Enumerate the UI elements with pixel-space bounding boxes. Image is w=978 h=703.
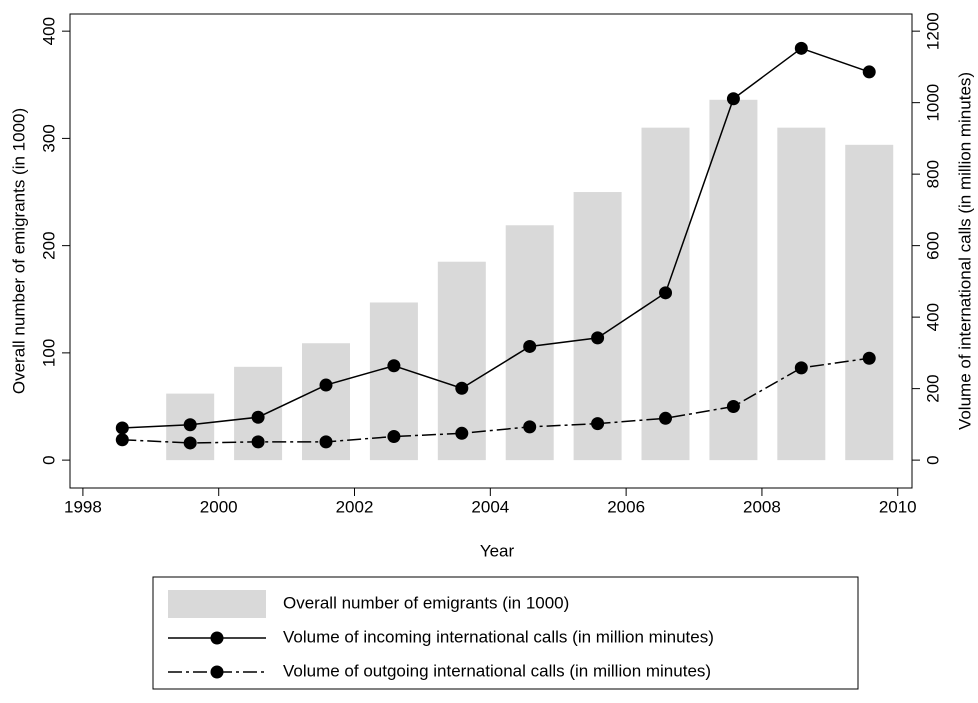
y2-tick-label: 600: [923, 231, 942, 259]
marker: [726, 399, 740, 413]
marker: [523, 339, 537, 353]
marker: [387, 359, 401, 373]
legend-marker: [210, 631, 224, 645]
marker: [794, 361, 808, 375]
marker: [794, 41, 808, 55]
marker: [251, 435, 265, 449]
marker: [115, 433, 129, 447]
marker: [591, 331, 605, 345]
bar: [573, 192, 622, 461]
y-tick-label: 400: [39, 17, 58, 45]
marker: [455, 381, 469, 395]
marker: [591, 417, 605, 431]
legend-swatch: [168, 590, 266, 618]
plot-frame: [69, 13, 913, 489]
marker: [523, 420, 537, 434]
legend-label: Volume of outgoing international calls (…: [283, 661, 711, 680]
marker: [862, 351, 876, 365]
bar: [777, 127, 826, 461]
y2-tick-label: 200: [923, 374, 942, 402]
x-axis-title: Year: [480, 541, 515, 560]
y2-tick-label: 800: [923, 160, 942, 188]
marker: [455, 426, 469, 440]
y-tick-label: 200: [39, 231, 58, 259]
legend-label: Overall number of emigrants (in 1000): [283, 593, 569, 612]
y-tick-label: 300: [39, 124, 58, 152]
x-tick-label: 2008: [743, 497, 781, 516]
x-tick-label: 2006: [607, 497, 645, 516]
y2-axis-title: Volume of international calls (in millio…: [955, 72, 974, 430]
y2-tick-label: 1000: [923, 84, 942, 122]
x-tick-label: 2004: [471, 497, 509, 516]
marker: [319, 378, 333, 392]
legend-box: [152, 576, 859, 690]
marker: [862, 65, 876, 79]
x-tick-label: 1998: [64, 497, 102, 516]
marker: [183, 418, 197, 432]
x-tick-label: 2002: [336, 497, 374, 516]
bar: [845, 144, 894, 461]
y2-tick-label: 400: [923, 303, 942, 331]
y-tick-label: 0: [39, 455, 58, 464]
marker: [251, 410, 265, 424]
legend-label: Volume of incoming international calls (…: [283, 627, 714, 646]
marker: [115, 421, 129, 435]
legend-marker: [210, 665, 224, 679]
y2-tick-label: 1200: [923, 12, 942, 50]
x-tick-label: 2010: [879, 497, 917, 516]
x-tick-label: 2000: [200, 497, 238, 516]
y-axis-title: Overall number of emigrants (in 1000): [9, 108, 28, 394]
marker: [659, 286, 673, 300]
line: [122, 47, 870, 429]
y2-tick-label: 0: [923, 455, 942, 464]
marker: [183, 436, 197, 450]
y-tick-label: 100: [39, 339, 58, 367]
line: [122, 357, 870, 444]
marker: [319, 435, 333, 449]
marker: [726, 92, 740, 106]
marker: [659, 411, 673, 425]
marker: [387, 430, 401, 444]
